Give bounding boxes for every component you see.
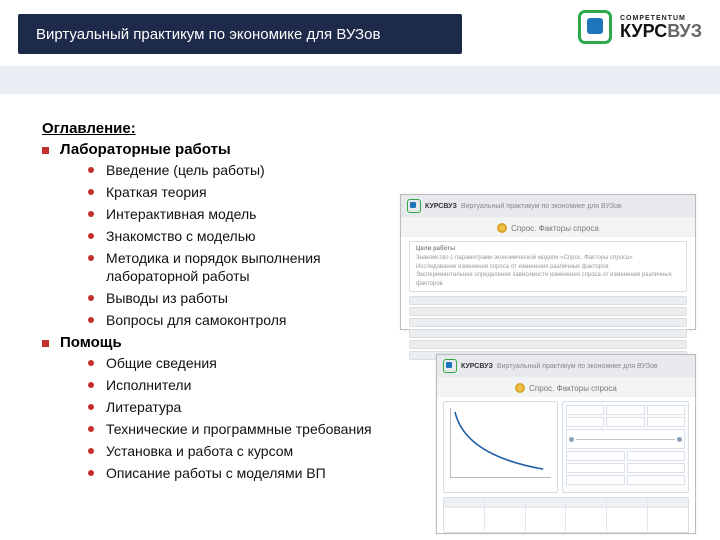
- preview2-body: [437, 397, 695, 537]
- content-body: Оглавление: Лабораторные работы Введение…: [0, 94, 720, 482]
- header: Виртуальный практикум по экономике для В…: [0, 0, 720, 66]
- preview-logo-icon: [443, 359, 457, 373]
- preview1-goals-box: Цели работы Знакомство с параметрами эко…: [409, 241, 687, 292]
- logo-block: COMPETENTUM КУРСВУЗ: [578, 10, 702, 44]
- preview-brand: КУРСВУЗ: [425, 203, 457, 210]
- logo-icon: [578, 10, 612, 44]
- demand-curve-axes: [450, 408, 551, 478]
- toc-section-label: Лабораторные работы: [60, 141, 231, 158]
- preview2-topbar: КУРСВУЗ Виртуальный практикум по экономи…: [437, 355, 695, 377]
- preview1-title: Спрос. Факторы спроса: [401, 217, 695, 237]
- sub-header: [0, 66, 720, 94]
- preview1-accordion-row: [409, 307, 687, 316]
- preview1-title-strip: Виртуальный практикум по экономике для В…: [461, 203, 689, 210]
- preview-screenshot-1: КУРСВУЗ Виртуальный практикум по экономи…: [400, 194, 696, 330]
- toc-item: Методика и порядок выполнения лабораторн…: [88, 249, 388, 287]
- toc-section-label: Помощь: [60, 334, 122, 351]
- preview2-controls: [562, 401, 689, 493]
- gear-icon: [497, 223, 507, 233]
- toc-heading: Оглавление:: [42, 120, 720, 137]
- logo-text: COMPETENTUM КУРСВУЗ: [620, 15, 702, 40]
- slider-strip: [566, 429, 685, 449]
- preview2-title: Спрос. Факторы спроса: [437, 377, 695, 397]
- preview1-accordion-row: [409, 318, 687, 327]
- logo-brand: КУРСВУЗ: [620, 22, 702, 40]
- gear-icon: [515, 383, 525, 393]
- preview1-topbar: КУРСВУЗ Виртуальный практикум по экономи…: [401, 195, 695, 217]
- preview-logo-icon: [407, 199, 421, 213]
- preview2-title-strip: Виртуальный практикум по экономике для В…: [497, 363, 689, 370]
- preview1-accordion-row: [409, 296, 687, 305]
- demand-curve-svg: [451, 408, 551, 477]
- toc-item: Введение (цель работы): [88, 161, 720, 180]
- preview2-chart: [443, 401, 558, 493]
- page-title: Виртуальный практикум по экономике для В…: [36, 26, 380, 43]
- preview2-table: [443, 497, 689, 533]
- preview1-accordion-row: [409, 340, 687, 349]
- title-bar: Виртуальный практикум по экономике для В…: [18, 14, 462, 54]
- preview1-accordion-row: [409, 329, 687, 338]
- preview-brand: КУРСВУЗ: [461, 363, 493, 370]
- preview-screenshot-2: КУРСВУЗ Виртуальный практикум по экономи…: [436, 354, 696, 534]
- preview1-body: Цели работы Знакомство с параметрами эко…: [401, 237, 695, 366]
